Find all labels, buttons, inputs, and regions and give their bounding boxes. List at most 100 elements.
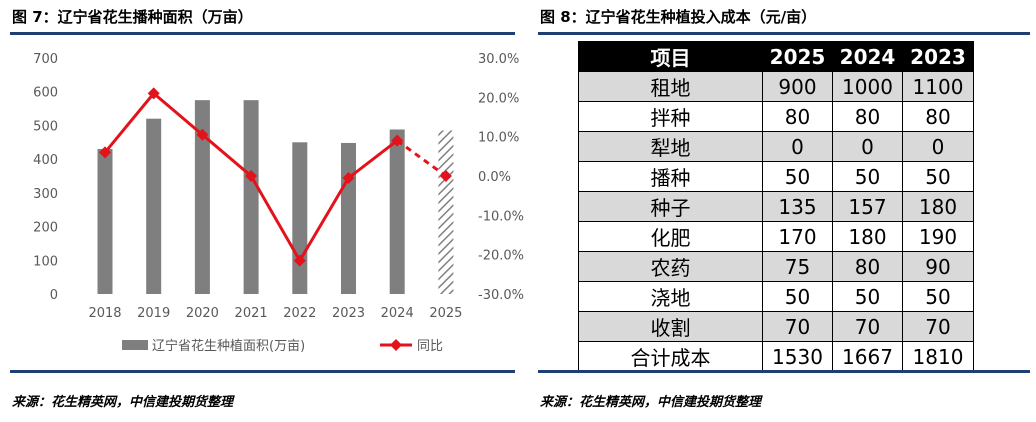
bar-2020: [194, 100, 210, 294]
table-item-cell: 浇地: [578, 281, 763, 312]
table-row: 拌种 80 80 80: [578, 101, 974, 132]
table-value-cell: 1000: [832, 71, 903, 102]
table-value-cell: 70: [762, 311, 833, 342]
left-axis-tick-label: 300: [33, 187, 58, 202]
table-value-cell: 1667: [832, 341, 903, 372]
right-axis-tick-label: 20.0%: [478, 91, 519, 106]
yoy-point-2024: [391, 134, 404, 147]
table-value-cell: 50: [762, 161, 833, 192]
left-source-note: 来源：花生精英网，中信建投期货整理: [12, 395, 234, 410]
left-axis-tick-label: 400: [33, 153, 58, 168]
table-value-cell: 190: [902, 221, 974, 252]
left-axis-tick-label: 100: [33, 254, 58, 269]
legend-bar-swatch: [122, 340, 148, 350]
table-item-cell: 化肥: [578, 221, 763, 252]
table-item-cell: 拌种: [578, 101, 763, 132]
right-axis-tick-label: 0.0%: [478, 170, 511, 185]
x-tick-label: 2020: [186, 306, 219, 321]
table-item-cell: 播种: [578, 161, 763, 192]
x-tick-label: 2018: [88, 306, 121, 321]
table-item-cell: 租地: [578, 71, 763, 102]
table-value-cell: 50: [832, 281, 903, 312]
table-row: 农药 75 80 90: [578, 251, 974, 282]
bar-2024: [389, 129, 405, 294]
table-value-cell: 80: [832, 251, 903, 282]
bar-2025: [438, 130, 454, 294]
table-value-cell: 1530: [762, 341, 833, 372]
right-figure-title: 图 8：辽宁省花生种植投入成本（元/亩）: [540, 8, 817, 26]
table-row: 种子 135 157 180: [578, 191, 974, 222]
table-header-year: 2024: [832, 41, 903, 72]
right-source-note: 来源：花生精英网，中信建投期货整理: [540, 395, 762, 410]
cost-table: 项目 2025 2024 2023 租地 900 1000 1100 拌种 80 80 80 犁地 0 0…: [578, 41, 974, 372]
x-tick-label: 2025: [429, 306, 462, 321]
table-header-year: 2025: [762, 41, 833, 72]
table-value-cell: 1810: [902, 341, 974, 372]
x-tick-label: 2024: [381, 306, 414, 321]
right-axis-tick-label: -30.0%: [478, 288, 524, 303]
table-value-cell: 0: [762, 131, 833, 162]
table-header-row: 项目 2025 2024 2023: [578, 41, 974, 72]
table-value-cell: 157: [832, 191, 903, 222]
left-axis-tick-label: 0: [50, 288, 58, 303]
left-axis-tick-label: 200: [33, 221, 58, 236]
legend-line-marker: [390, 339, 402, 351]
yoy-point-2018: [99, 146, 111, 159]
table-value-cell: 135: [762, 191, 833, 222]
table-row: 犁地 0 0 0: [578, 131, 974, 162]
table-value-cell: 75: [762, 251, 833, 282]
table-value-cell: 1100: [902, 71, 974, 102]
table-row: 收割 70 70 70: [578, 311, 974, 342]
x-tick-label: 2019: [137, 306, 170, 321]
table-row: 租地 900 1000 1100: [578, 71, 974, 102]
table-value-cell: 50: [832, 161, 903, 192]
right-axis-tick-label: -10.0%: [478, 209, 524, 224]
left-figure-title: 图 7：辽宁省花生播种面积（万亩）: [12, 8, 253, 26]
bar-2019: [146, 118, 162, 294]
x-tick-label: 2021: [235, 306, 268, 321]
right-axis-tick-label: 30.0%: [478, 52, 519, 67]
table-value-cell: 180: [832, 221, 903, 252]
table-value-cell: 90: [902, 251, 974, 282]
table-row: 化肥 170 180 190: [578, 221, 974, 252]
table-item-cell: 犁地: [578, 131, 763, 162]
left-axis-tick-label: 500: [33, 119, 58, 134]
right-title-rule: [538, 32, 1030, 35]
right-bottom-rule: [538, 370, 1030, 373]
left-title-rule: [10, 32, 515, 35]
table-value-cell: 180: [902, 191, 974, 222]
legend-bar-label: 辽宁省花生种植面积(万亩): [152, 338, 305, 354]
yoy-point-2021: [245, 170, 258, 182]
table-item-cell: 农药: [578, 251, 763, 282]
right-axis-tick-label: -20.0%: [478, 249, 524, 264]
table-value-cell: 0: [832, 131, 903, 162]
left-axis-tick-label: 700: [33, 52, 58, 67]
bar-2023: [341, 142, 356, 294]
table-header-item: 项目: [578, 41, 763, 72]
right-axis-tick-label: 10.0%: [478, 131, 519, 146]
table-item-cell: 收割: [578, 311, 763, 342]
table-row: 浇地 50 50 50: [578, 281, 974, 312]
area-yoy-chart: 0 100 200 300 400 500 600 700 30.0% 20.0% 10.0% 0.…: [33, 52, 524, 354]
x-tick-label: 2022: [283, 306, 316, 321]
yoy-point-2019: [147, 87, 160, 100]
table-value-cell: 0: [902, 131, 974, 162]
table-value-cell: 80: [762, 101, 833, 132]
table-row: 播种 50 50 50: [578, 161, 974, 192]
table-value-cell: 170: [762, 221, 833, 252]
table-total-row: 合计成本 1530 1667 1810: [578, 341, 974, 372]
table-value-cell: 50: [902, 281, 974, 312]
table-header-year: 2023: [902, 41, 974, 72]
yoy-point-2025: [439, 170, 452, 182]
table-value-cell: 80: [902, 101, 974, 132]
table-value-cell: 80: [832, 101, 903, 132]
table-item-cell: 合计成本: [578, 341, 763, 372]
table-value-cell: 900: [762, 71, 833, 102]
legend-line-label: 同比: [417, 339, 443, 354]
table-value-cell: 50: [762, 281, 833, 312]
x-tick-label: 2023: [332, 306, 365, 321]
bar-2022: [292, 142, 308, 294]
yoy-point-2023: [342, 171, 355, 184]
bar-2021: [243, 100, 259, 294]
bar-2018: [97, 149, 113, 294]
